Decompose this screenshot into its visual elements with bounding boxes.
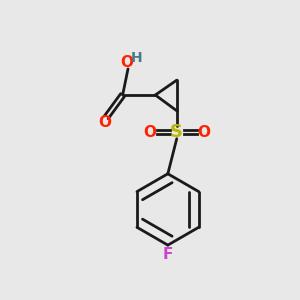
Text: O: O: [198, 125, 211, 140]
Text: H: H: [131, 51, 143, 64]
Text: F: F: [163, 247, 173, 262]
Text: O: O: [98, 115, 111, 130]
Text: O: O: [143, 125, 156, 140]
Text: S: S: [170, 123, 183, 141]
Text: O: O: [120, 55, 133, 70]
